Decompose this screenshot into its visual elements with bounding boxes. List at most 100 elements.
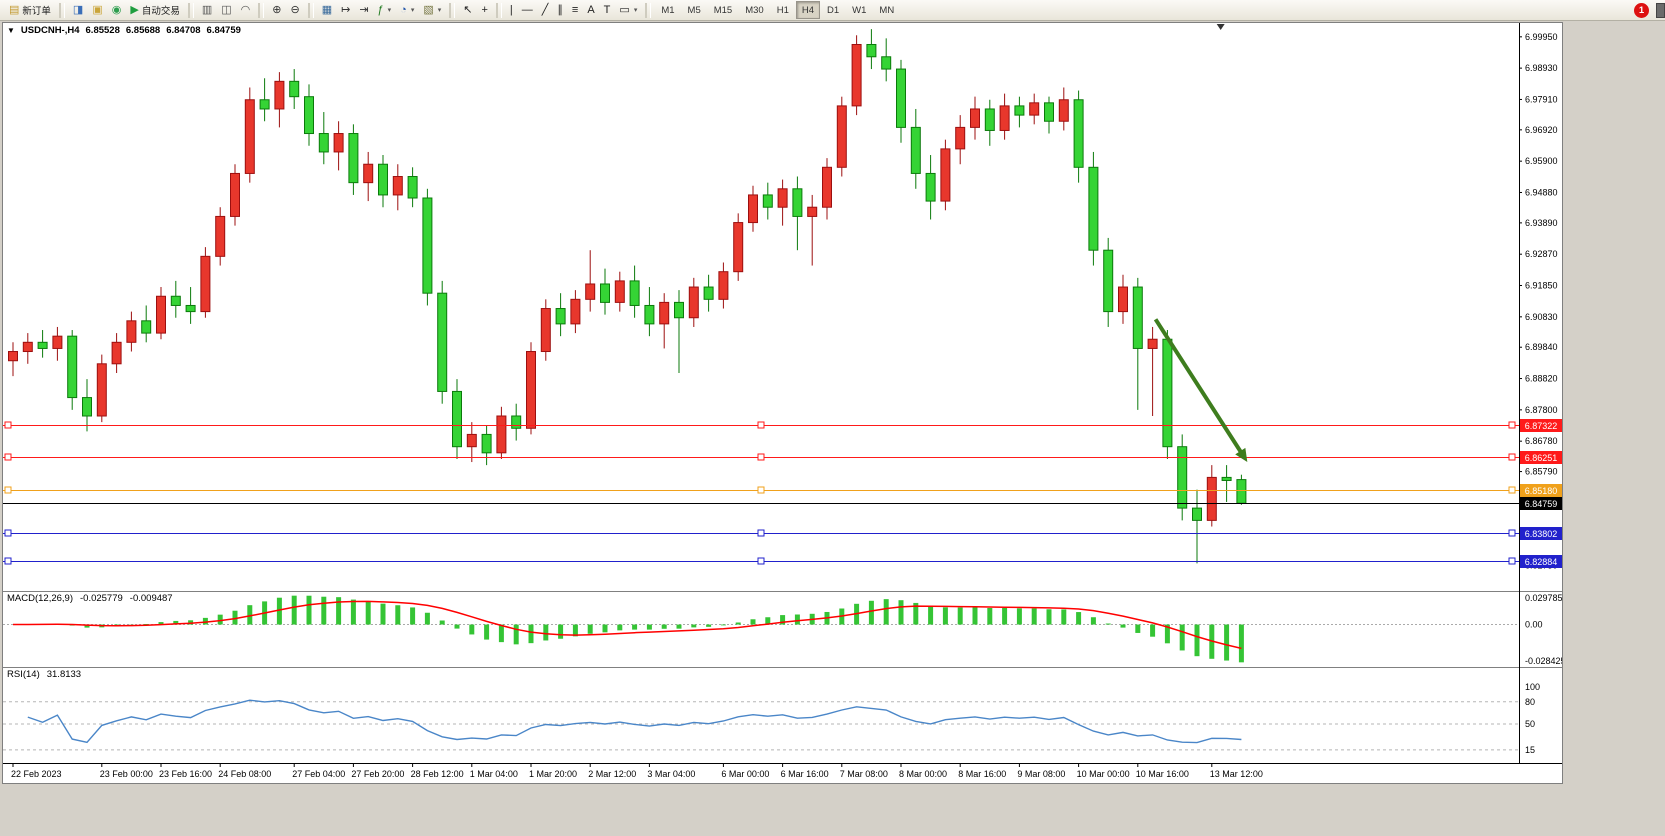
toolbar-separator [645,2,652,18]
autotrading-button[interactable]: ▶ 自动交易 [126,1,183,19]
trend-arrow[interactable] [1153,318,1248,463]
line-chart-button[interactable]: ◠ [237,1,255,19]
svg-text:15: 15 [1525,745,1535,755]
toolbar-separator [495,2,502,18]
chart-shift-button[interactable]: ⇥ [355,1,372,19]
tf-h4[interactable]: H4 [795,1,821,19]
tf-m5[interactable]: M5 [682,1,707,19]
svg-text:6.86251: 6.86251 [1525,453,1558,463]
tf-w1[interactable]: W1 [846,1,872,19]
new-order-button[interactable]: ▤ 新订单 [5,1,55,19]
tf-d1[interactable]: D1 [821,1,845,19]
tf-h1-label: H1 [776,4,789,16]
tile-windows-button[interactable]: ▦ [318,1,336,19]
tile-windows-icon: ▦ [321,3,333,16]
tf-m30[interactable]: M30 [739,1,769,19]
market-watch-button[interactable]: ◨ [69,1,87,19]
svg-text:6.91850: 6.91850 [1525,281,1558,291]
svg-text:6.86780: 6.86780 [1525,436,1558,446]
dropdown-arrow-icon: ▾ [633,7,638,14]
shapes-button[interactable]: ▭ ▾ [615,1,641,19]
indicators-button[interactable]: ƒ ▾ [374,1,396,19]
candlestick-chart-button[interactable]: ◫ [217,1,235,19]
svg-text:24 Feb 08:00: 24 Feb 08:00 [218,769,271,779]
chart-ohlc-header: ▼ USDCNH-,H4 6.85528 6.85688 6.84708 6.8… [7,25,241,36]
svg-text:10 Mar 00:00: 10 Mar 00:00 [1077,769,1130,779]
periods-button[interactable]: ◔ ▾ [396,1,418,19]
clipped-toolbar-icon [1656,2,1665,18]
tf-w1-label: W1 [852,4,867,16]
svg-text:2 Mar 12:00: 2 Mar 12:00 [588,769,636,779]
market-watch-icon: ◨ [72,3,84,16]
chart-canvas[interactable]: 6.99950 6.98930 6.97910 6.96920 6.95900 6.948… [3,23,1562,783]
chart-collapse-icon[interactable]: ▼ [7,26,15,35]
cursor-button[interactable]: ↖ [459,1,476,19]
trendline-button[interactable]: ╱ [538,1,553,19]
svg-text:6.83802: 6.83802 [1525,529,1558,539]
tf-mn[interactable]: MN [873,1,900,19]
templates-button[interactable]: ▧ ▾ [419,1,445,19]
label-button[interactable]: T [600,1,615,19]
channel-button[interactable]: ∥ [553,1,567,19]
svg-text:13 Mar 12:00: 13 Mar 12:00 [1210,769,1263,779]
tf-m15[interactable]: M15 [708,1,738,19]
templates-icon: ▧ [423,3,434,16]
bar-chart-icon: ▥ [201,3,213,16]
data-window-button[interactable]: ▣ [88,1,106,19]
crosshair-button[interactable]: + [477,1,491,19]
svg-text:6.90830: 6.90830 [1525,312,1558,322]
ohlc-open: 6.85528 [85,25,120,36]
zoom-in-button[interactable]: ⊕ [268,1,285,19]
new-order-icon: ▤ [9,3,20,16]
svg-text:6.96920: 6.96920 [1525,125,1558,135]
vertical-line-button[interactable]: | [506,1,517,19]
chart-shift-icon: ⇥ [359,3,369,16]
main-toolbar: ▤ 新订单 ◨ ▣ ◉ ▶ 自动交易 ▥ ◫ ◠ ⊕ ⊖ ▦ ↦ ⇥ ƒ ▾ ◔ ▾ ▧ ▾ ↖ + | — ╱ ∥ ≡ A T ▭ ▾ M1 M… [0,0,1665,21]
cursor-icon: ↖ [463,3,473,16]
svg-text:6.87322: 6.87322 [1525,421,1558,431]
horizontal-line[interactable]: 6.83802 [3,527,1562,540]
svg-text:-0.028425: -0.028425 [1525,656,1562,666]
rsi-indicator-label: RSI(14) 31.8133 [7,669,81,680]
label-icon: T [603,3,611,16]
text-icon: A [587,3,595,16]
ohlc-close: 6.84759 [206,25,241,36]
tf-m15-label: M15 [713,4,733,16]
macd-main-value: -0.025779 [80,593,123,604]
horizontal-line-button[interactable]: — [518,1,537,19]
auto-scroll-button[interactable]: ↦ [337,1,354,19]
zoom-in-icon: ⊕ [272,3,282,16]
notification-badge[interactable]: 1 [1634,2,1649,18]
svg-text:6.84759: 6.84759 [1525,499,1558,509]
horizontal-line[interactable]: 6.87322 [3,419,1562,432]
svg-text:23 Feb 00:00: 23 Feb 00:00 [100,769,153,779]
rsi-name: RSI(14) [7,669,40,680]
fibonacci-button[interactable]: ≡ [568,1,582,19]
dropdown-arrow-icon: ▾ [410,7,415,14]
data-window-icon: ▣ [92,3,103,16]
time-axis[interactable]: 22 Feb 2023 23 Feb 00:00 23 Feb 16:00 24 Fe… [3,763,1562,783]
vline-icon: | [509,3,513,16]
svg-text:9 Mar 08:00: 9 Mar 08:00 [1017,769,1065,779]
tf-m1[interactable]: M1 [655,1,680,19]
tf-mn-label: MN [879,4,895,16]
auto-scroll-icon: ↦ [341,3,351,16]
svg-text:27 Feb 20:00: 27 Feb 20:00 [351,769,404,779]
zoom-out-button[interactable]: ⊖ [286,1,303,19]
chart-background [3,23,1562,783]
dropdown-arrow-icon: ▾ [437,7,442,14]
svg-text:100: 100 [1525,682,1540,692]
navigator-button[interactable]: ◉ [108,1,126,19]
text-button[interactable]: A [583,1,598,19]
horizontal-line[interactable]: 6.85180 [3,484,1562,497]
horizontal-line[interactable]: 6.82884 [3,555,1562,568]
tf-h1[interactable]: H1 [771,1,795,19]
macd-name: MACD(12,26,9) [7,593,73,604]
tf-m1-label: M1 [661,4,675,16]
svg-text:22 Feb 2023: 22 Feb 2023 [11,769,62,779]
svg-text:0.00: 0.00 [1525,620,1543,630]
bar-chart-button[interactable]: ▥ [198,1,216,19]
svg-text:6.85180: 6.85180 [1525,486,1558,496]
horizontal-line[interactable]: 6.86251 [3,451,1562,464]
